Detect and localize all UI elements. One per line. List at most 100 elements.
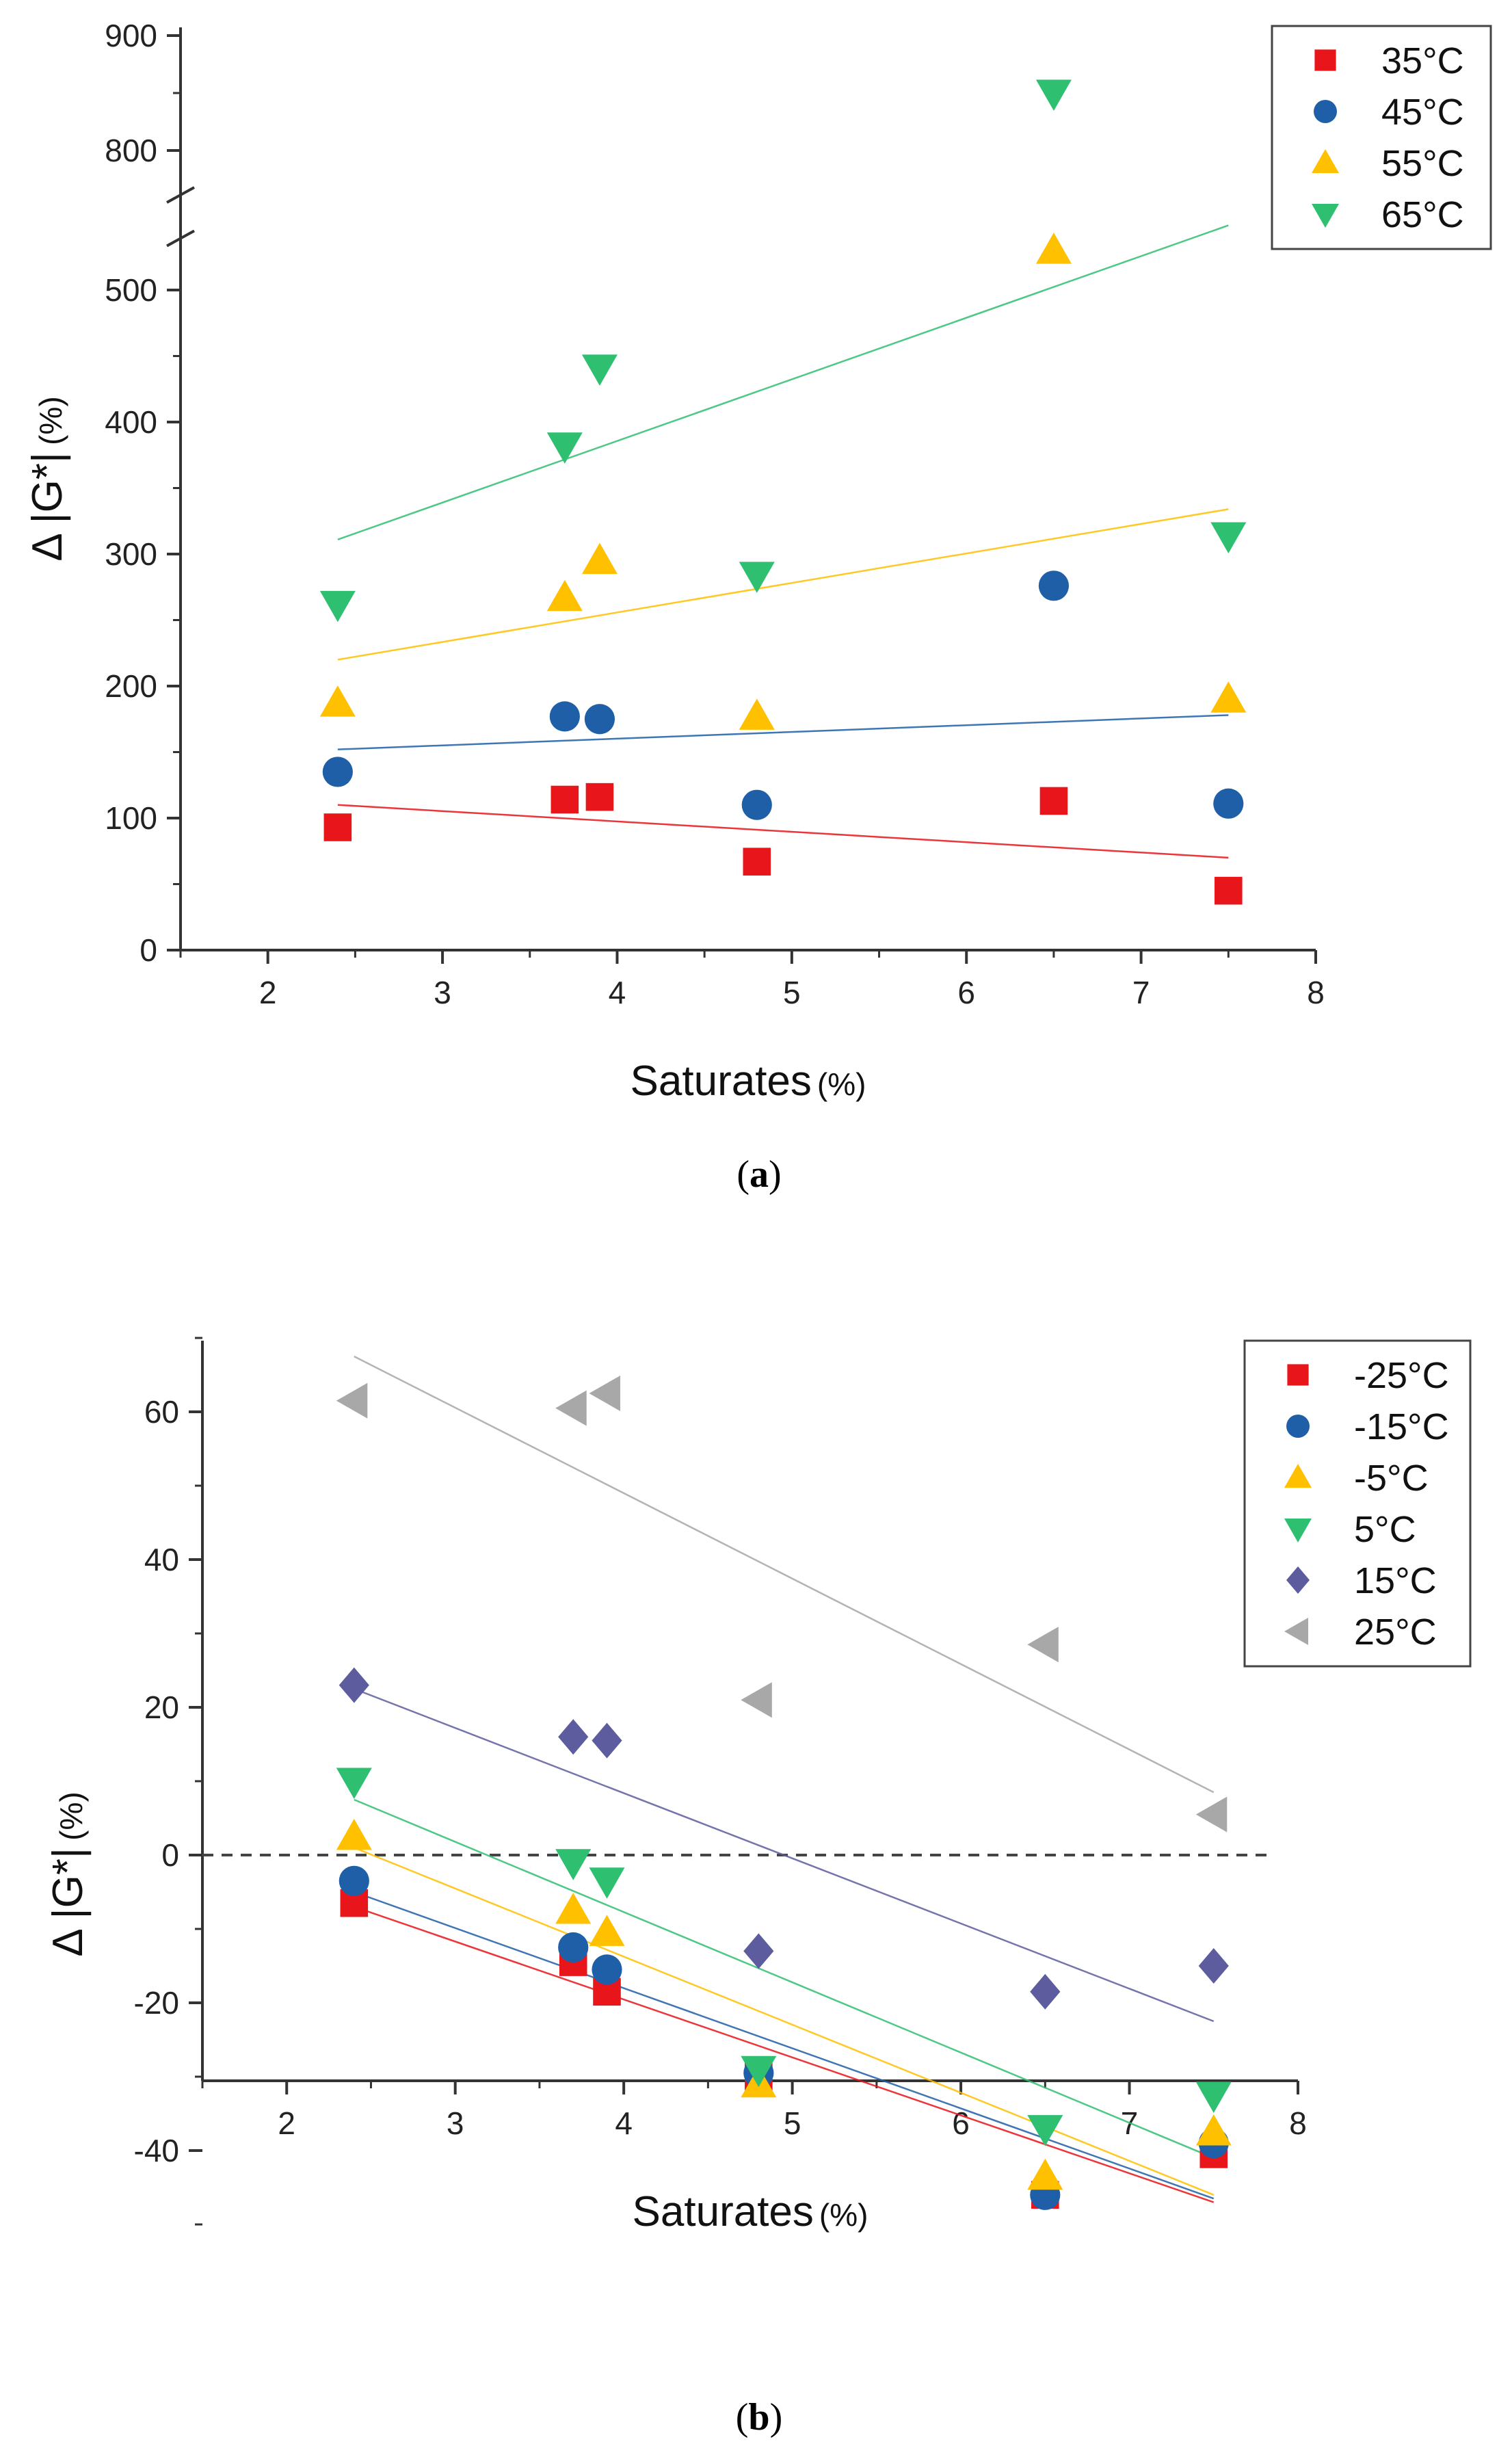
y-axis-title: Δ |G*| (%)	[24, 396, 71, 561]
legend-label: -5°C	[1354, 1458, 1429, 1499]
x-tick-label: 5	[783, 975, 801, 1010]
x-axis-label: Saturates	[631, 1057, 812, 1105]
data-point	[1210, 522, 1247, 553]
data-point	[1027, 2115, 1063, 2146]
data-point	[1213, 788, 1244, 819]
data-point	[555, 1390, 587, 1426]
data-point	[592, 1954, 622, 1985]
data-point	[589, 1376, 621, 1411]
data-point	[743, 848, 771, 876]
data-point	[592, 1722, 622, 1759]
data-point	[555, 1893, 592, 1924]
data-point	[555, 1849, 592, 1880]
trend-line	[337, 804, 1229, 859]
y-tick-label: 200	[105, 668, 157, 704]
data-point	[1195, 2081, 1232, 2113]
legend: 35°C 45°C 55°C 65°C	[1271, 25, 1492, 250]
data-point	[558, 1932, 589, 1963]
data-points	[319, 79, 1247, 905]
x-tick-label: 2	[278, 2105, 295, 2141]
data-points	[336, 1376, 1232, 2210]
x-tick-label: 7	[1132, 975, 1150, 1010]
legend-marker	[1287, 1364, 1309, 1386]
panel-label-close: )	[770, 2396, 783, 2439]
data-point	[336, 1382, 368, 1419]
data-point	[339, 1865, 369, 1896]
data-point	[1210, 681, 1247, 713]
data-point	[1198, 1948, 1229, 1984]
y-axis-label: Δ |G*|	[44, 1848, 92, 1957]
data-point	[739, 562, 775, 593]
x-tick-label: 3	[447, 2105, 464, 2141]
legend-label: 35°C	[1381, 40, 1464, 81]
data-point	[584, 704, 615, 735]
legend-label: 65°C	[1381, 194, 1464, 235]
y-tick-label: 500	[105, 272, 157, 308]
data-point	[581, 542, 618, 575]
legend-marker	[1312, 149, 1339, 173]
trend-lines	[354, 1355, 1215, 2203]
x-axis-label: Saturates	[633, 2188, 814, 2235]
x-axis-title: Saturates (%)	[633, 2188, 868, 2235]
data-point	[1035, 79, 1072, 111]
data-point	[743, 1933, 774, 1969]
data-point	[1195, 2114, 1232, 2146]
data-point	[323, 813, 352, 841]
legend-box	[1271, 25, 1492, 250]
legend-marker	[1286, 1566, 1310, 1594]
y-tick-label: 900	[105, 18, 157, 53]
panel-label-letter: a	[750, 1153, 769, 1196]
chart-panel-a: 2 3 4 5 6 7 8 0 100 200 300 400 500 800 900 Saturates (%…	[0, 0, 1512, 1224]
panel-label-open: (	[737, 1153, 750, 1196]
x-tick-label: 6	[957, 975, 975, 1010]
legend-label: 5°C	[1354, 1509, 1416, 1550]
data-point	[1039, 787, 1068, 815]
panel-label-close: )	[769, 1153, 782, 1196]
trend-line	[354, 1906, 1215, 2203]
y-tick-label: -40	[134, 2133, 179, 2168]
panel-label-letter: b	[748, 2396, 769, 2439]
data-point	[549, 701, 580, 732]
trend-lines	[337, 224, 1229, 859]
axis-titles: Saturates (%)Δ |G*|(%)	[24, 396, 866, 1105]
data-point	[558, 1719, 589, 1755]
axis-titles: Saturates (%)Δ |G*|(%)	[44, 1791, 868, 2235]
data-point	[322, 757, 353, 787]
data-point	[336, 1819, 372, 1850]
y-tick-label: 300	[105, 536, 157, 572]
y-axis-unit: (%)	[33, 396, 68, 445]
y-tick-label: 20	[144, 1690, 179, 1725]
legend-marker	[1314, 100, 1337, 123]
x-tick-label: 4	[615, 2105, 633, 2141]
trend-line	[337, 224, 1229, 540]
trend-line	[354, 1891, 1215, 2200]
trend-line	[354, 1847, 1215, 2196]
panel-label: (a)	[737, 1153, 781, 1196]
y-tick-label: 0	[140, 932, 157, 968]
data-point	[589, 1915, 625, 1946]
legend-marker	[1284, 1464, 1312, 1488]
y-tick-label: 400	[105, 404, 157, 440]
data-point	[1035, 233, 1072, 264]
legend-label: 15°C	[1354, 1560, 1437, 1601]
axis-break-mark-bottom	[166, 186, 195, 204]
panel-label-open: (	[736, 2396, 749, 2439]
data-point	[1027, 1627, 1059, 1663]
x-tick-label: 8	[1307, 975, 1325, 1010]
data-point	[1027, 2158, 1063, 2190]
y-axis-label: Δ |G*|	[24, 452, 71, 562]
x-axis-unit: (%)	[817, 1066, 866, 1102]
data-point	[1195, 1796, 1228, 1832]
legend-marker	[1286, 1415, 1310, 1438]
x-tick-label: 5	[784, 2105, 801, 2141]
axes: 2 3 4 5 6 7 8 0 100 200 300 400 500 800 900	[105, 18, 1325, 1010]
y-tick-label: 60	[144, 1394, 179, 1430]
legend-label: -15°C	[1354, 1406, 1449, 1447]
legend: -25°C -15°C -5°C 5°C 15°C 25°C	[1243, 1339, 1472, 1668]
trend-line	[354, 1355, 1215, 1794]
trend-line	[354, 1798, 1215, 2159]
x-tick-label: 4	[609, 975, 626, 1010]
